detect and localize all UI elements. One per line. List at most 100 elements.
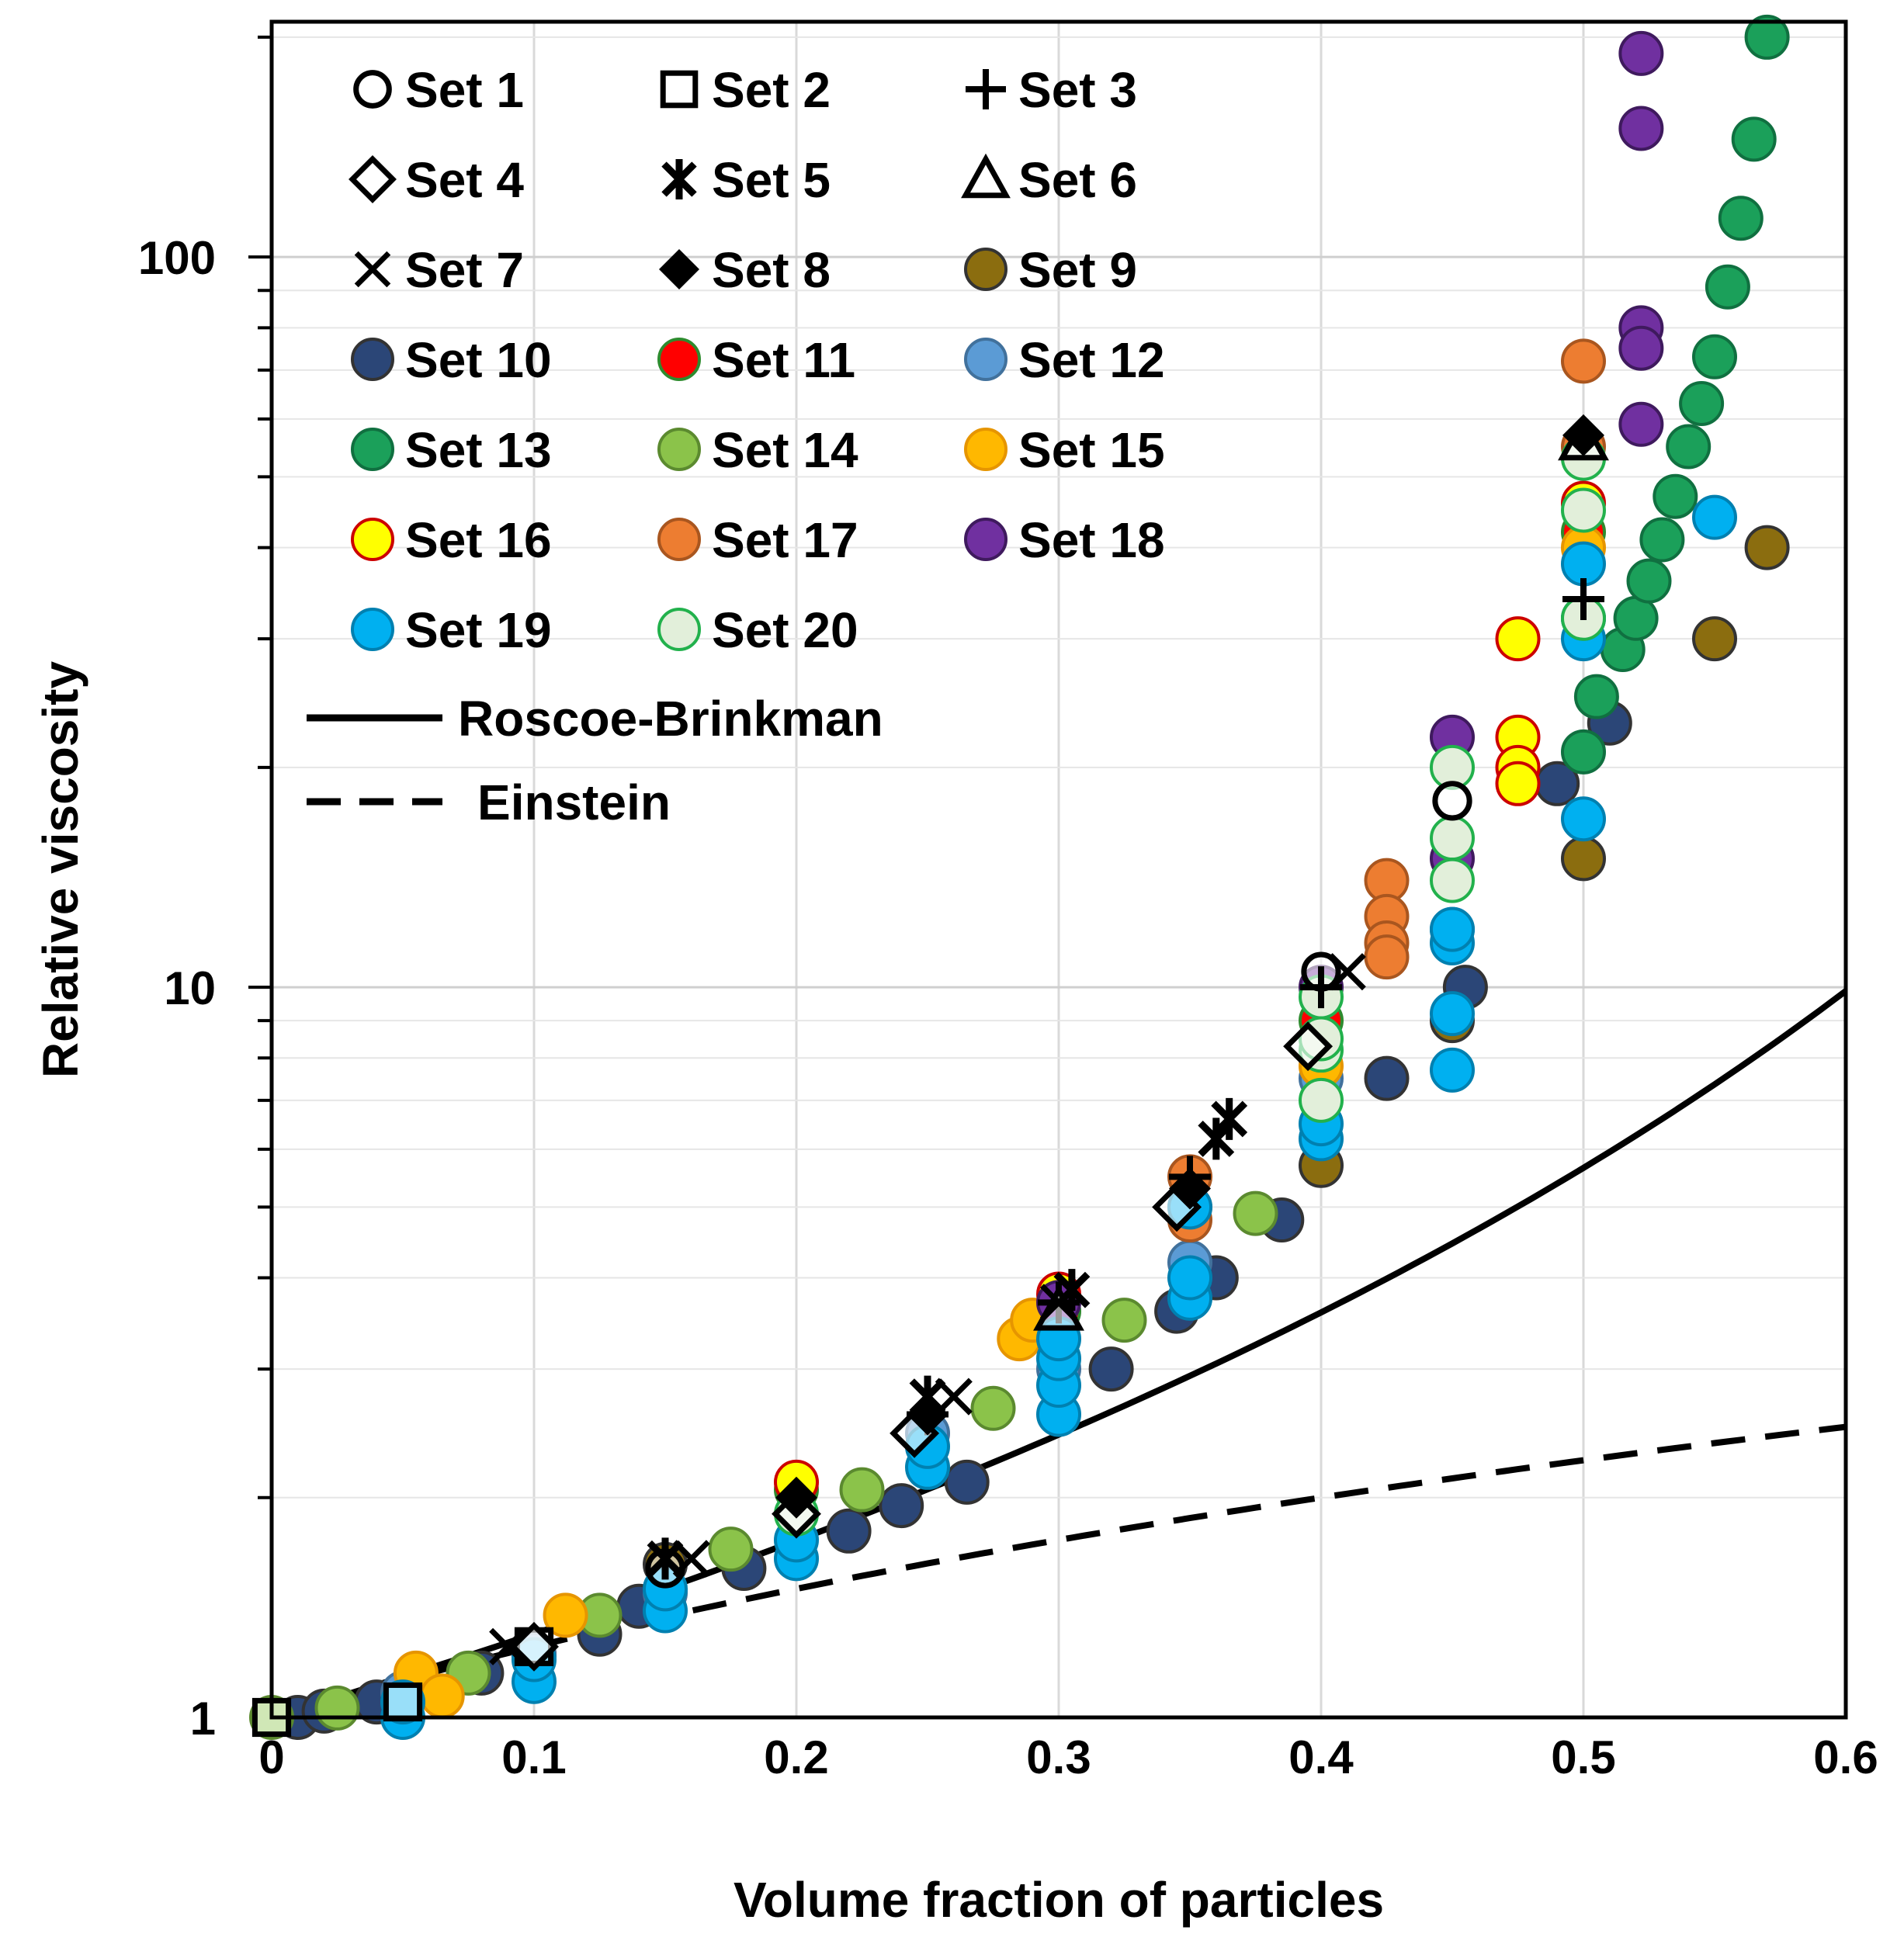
legend-item: Set 14	[657, 422, 858, 478]
data-point	[935, 1378, 973, 1416]
data-point	[1088, 1346, 1134, 1392]
x-axis-title: Volume fraction of particles	[734, 1872, 1384, 1928]
y-tick-label: 100	[138, 232, 216, 284]
data-point	[1692, 334, 1737, 379]
y-tick-labels: 1 10 100	[138, 232, 216, 1745]
data-point	[509, 1621, 559, 1672]
series-set-12	[380, 595, 1606, 1716]
x-tick-labels: 0 0.1 0.2 0.3 0.4 0.5 0.6	[258, 1731, 1878, 1783]
data-point	[314, 1685, 360, 1731]
data-point	[1731, 116, 1777, 162]
legend-label: Set 12	[1018, 332, 1165, 388]
data-point	[1562, 414, 1604, 456]
data-point	[1618, 325, 1664, 371]
data-point	[839, 1467, 885, 1513]
data-point	[1495, 616, 1541, 662]
legend-label: Set 16	[405, 512, 552, 568]
series-set-8	[775, 414, 1604, 1519]
x-tick-label: 0.6	[1813, 1731, 1878, 1783]
data-point	[1561, 836, 1606, 882]
series-set-4	[509, 1021, 1333, 1672]
data-point	[907, 1393, 949, 1436]
data-point	[1495, 761, 1541, 806]
data-point	[1430, 991, 1475, 1037]
series-set-10	[275, 700, 1632, 1740]
legend-label: Set 14	[712, 422, 858, 478]
plot-frame	[269, 19, 1848, 1720]
legend-marker	[351, 518, 394, 561]
legend-item: Set 15	[964, 422, 1165, 478]
legend-item: Set 4	[349, 152, 524, 208]
legend-label: Set 17	[712, 512, 858, 568]
legend-item: Set 13	[351, 422, 552, 478]
series-set-3	[907, 578, 1604, 1436]
legend-item: Set 11	[657, 332, 855, 388]
data-point	[1033, 1284, 1084, 1331]
data-point	[1613, 595, 1659, 641]
legend-marker	[964, 428, 1007, 471]
data-point	[1653, 473, 1698, 519]
legend-marker	[964, 248, 1007, 291]
legend-item: Set 7	[354, 242, 524, 298]
data-point	[1283, 1021, 1333, 1072]
x-tick-label: 0.5	[1551, 1731, 1615, 1783]
legend-item: Roscoe-Brinkman	[307, 691, 883, 747]
data-point	[1705, 264, 1750, 310]
data-point	[1561, 338, 1606, 384]
legend-item: Set 6	[961, 152, 1137, 208]
legend-label: Set 10	[405, 332, 552, 388]
data-point	[1561, 487, 1606, 533]
data-point	[879, 1483, 924, 1529]
legend-item: Set 5	[661, 152, 831, 208]
series-set-5	[647, 1097, 1248, 1580]
data-point	[1101, 1298, 1147, 1343]
x-tick-label: 0.3	[1026, 1731, 1091, 1783]
data-point	[1692, 494, 1737, 540]
data-point	[1167, 1255, 1212, 1301]
data-point	[1432, 781, 1472, 821]
data-point	[1744, 525, 1790, 570]
y-minor-ticks	[248, 35, 272, 1499]
data-point	[1430, 858, 1475, 903]
legend-item: Set 2	[660, 62, 831, 118]
legend-item: Set 3	[966, 62, 1137, 118]
legend-label: Set 18	[1018, 512, 1165, 568]
legend-label: Set 15	[1018, 422, 1165, 478]
legend-marker	[351, 608, 394, 651]
data-point	[419, 1673, 465, 1719]
legend-marker	[964, 338, 1007, 381]
legend-marker	[660, 70, 699, 109]
legend-marker	[966, 69, 1006, 109]
data-point	[647, 1537, 684, 1580]
legend: Set 1 Set 2 Set 3 Set 4 Set 5 Set 6 Set 7 Set 8…	[307, 62, 1165, 830]
legend-label: Set 1	[405, 62, 524, 118]
data-point	[1639, 517, 1685, 563]
data-point	[1626, 558, 1672, 604]
legend-item: Set 12	[964, 332, 1165, 388]
data-point	[1573, 674, 1619, 719]
data-point	[775, 1476, 817, 1519]
legend-item: Einstein	[307, 775, 671, 830]
legend-item: Set 8	[659, 242, 831, 298]
data-point	[970, 1385, 1016, 1431]
data-point	[1679, 380, 1725, 426]
legend-label: Set 19	[405, 602, 552, 658]
data-point	[1618, 30, 1664, 76]
series-set-18	[1036, 30, 1664, 1326]
legend-marker	[657, 518, 701, 561]
legend-label: Set 3	[1018, 62, 1137, 118]
legend-marker	[354, 251, 391, 288]
legend-marker	[657, 608, 701, 651]
legend-marker	[657, 338, 701, 381]
legend-marker	[961, 153, 1011, 199]
legend-label: Set 13	[405, 422, 552, 478]
data-point	[489, 1627, 527, 1665]
data-point	[944, 1459, 990, 1505]
data-point	[1211, 1097, 1248, 1140]
data-point	[1666, 424, 1712, 470]
data-point	[1561, 796, 1606, 842]
legend-item: Set 20	[657, 602, 858, 658]
legend-marker	[351, 338, 394, 381]
series-set-13	[1561, 14, 1790, 775]
